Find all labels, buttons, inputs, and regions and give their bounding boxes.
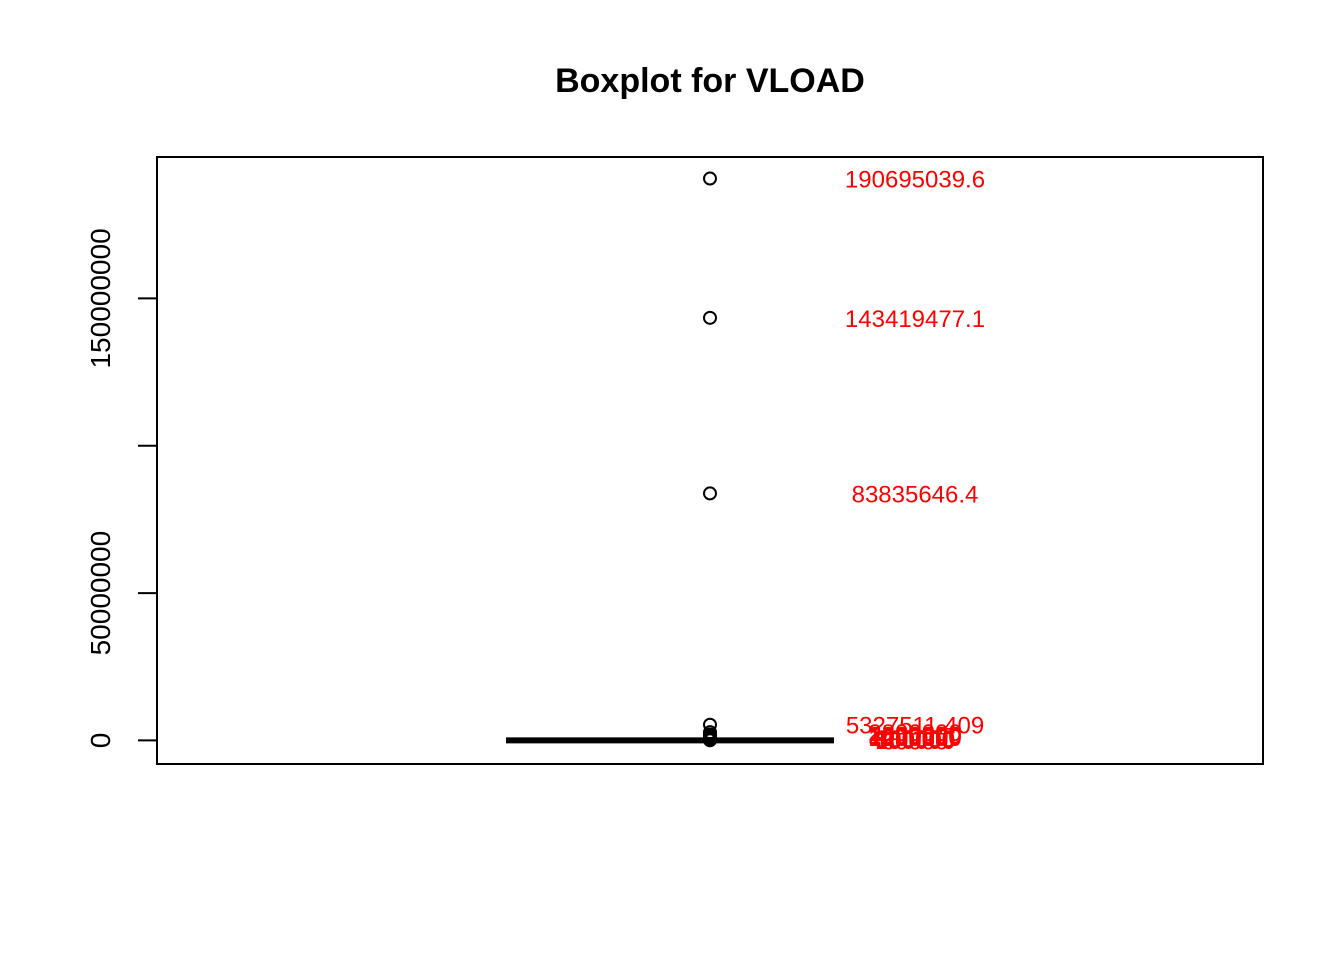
y-tick-label: 150000000 — [85, 228, 116, 368]
outlier-point — [703, 486, 717, 501]
outlier-label: 800000 — [875, 726, 955, 753]
outlier-label: 2000000 — [868, 723, 961, 750]
y-tick-label: 50000000 — [85, 531, 116, 656]
outlier-point — [703, 171, 717, 186]
chart-title: Boxplot for VLOAD — [555, 62, 865, 100]
outlier-label: 60000 — [882, 728, 949, 755]
plot-frame — [156, 156, 1264, 765]
outlier-label: 2800000 — [868, 720, 961, 747]
y-axis: 0 50000000 150000000 — [85, 228, 158, 749]
outlier-label: 5327511.409 — [846, 713, 984, 740]
outlier-label: 1600000 — [868, 724, 961, 751]
outlier-label: 1200000 — [868, 725, 961, 752]
outliers — [703, 171, 717, 748]
outlier-label: 500000 — [875, 727, 955, 754]
outlier-point — [703, 310, 717, 325]
y-tick-label: 0 — [85, 733, 116, 749]
outlier-labels: 190695039.6 143419477.1 83835646.4 5327511.… — [845, 167, 985, 756]
outlier-label: 300000 — [875, 728, 955, 755]
outlier-label: 190695039.6 — [845, 167, 985, 194]
outlier-point — [703, 733, 717, 748]
outlier-label: 150000 — [875, 728, 955, 755]
outlier-label: 143419477.1 — [845, 306, 985, 333]
outlier-label: 83835646.4 — [852, 481, 979, 508]
